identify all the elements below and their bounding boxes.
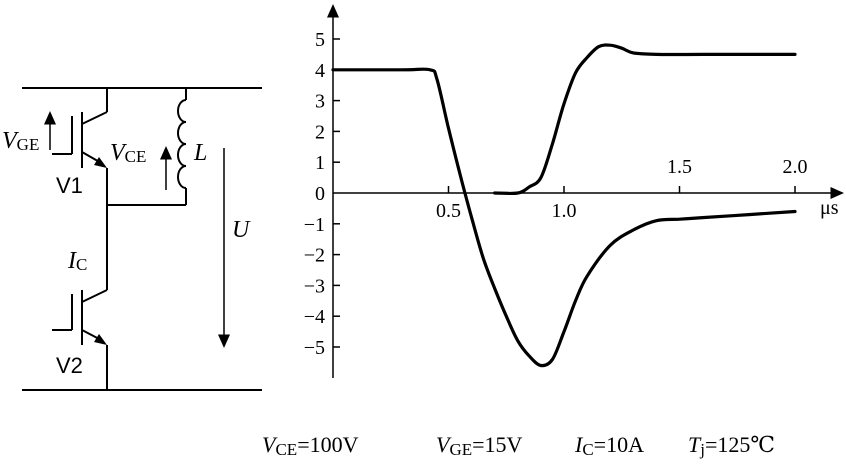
condition-vce: VCE=100V (262, 432, 359, 459)
y-tick-label: 0 (315, 183, 325, 205)
ic-label: IC (67, 248, 87, 274)
circuit-diagram: VGE VCE L V1 IC U V2 (2, 87, 262, 391)
y-ticks: 5 4 3 2 1 0 −1 −2 −3 −4 −5 (304, 29, 340, 359)
series-line-2 (493, 43, 797, 196)
x-tick-label: 0.5 (436, 200, 461, 222)
vce-label: VCE (110, 140, 146, 166)
y-tick-label: 4 (315, 60, 325, 82)
inductor-label: L (193, 140, 207, 166)
v1-label: V1 (56, 173, 83, 198)
u-label: U (232, 217, 251, 243)
y-tick-label: 5 (315, 29, 325, 51)
x-tick-label: 2.0 (783, 156, 808, 178)
condition-ic: IC=10A (574, 432, 644, 459)
waveform-chart: 5 4 3 2 1 0 −1 −2 −3 −4 −5 0.5 1.0 1.5 2.0 μs (304, 4, 844, 378)
condition-tj: Tj=125℃ (688, 432, 775, 459)
y-tick-label: −2 (304, 245, 325, 267)
v2-label: V2 (56, 353, 83, 378)
y-tick-label: 2 (315, 121, 325, 143)
inductor-coil (177, 99, 187, 189)
x-unit-label: μs (820, 197, 839, 219)
condition-vge: VGE=15V (436, 432, 523, 459)
test-conditions: VCE=100V VGE=15V IC=10A Tj=125℃ (262, 432, 775, 459)
y-tick-label: −1 (304, 214, 325, 236)
series-line-1 (331, 67, 797, 368)
igbt-v1-symbol (52, 111, 108, 168)
igbt-v2-symbol (52, 289, 108, 345)
y-tick-label: 3 (315, 91, 325, 113)
y-tick-label: 1 (315, 152, 325, 174)
x-ticks: 0.5 1.0 1.5 2.0 (436, 156, 808, 222)
series-group (331, 43, 797, 368)
vge-label: VGE (2, 128, 39, 154)
x-tick-label: 1.5 (667, 156, 692, 178)
y-tick-label: −3 (304, 275, 325, 297)
y-tick-label: −4 (304, 306, 325, 328)
x-tick-label: 1.0 (552, 200, 577, 222)
y-tick-label: −5 (304, 337, 325, 359)
